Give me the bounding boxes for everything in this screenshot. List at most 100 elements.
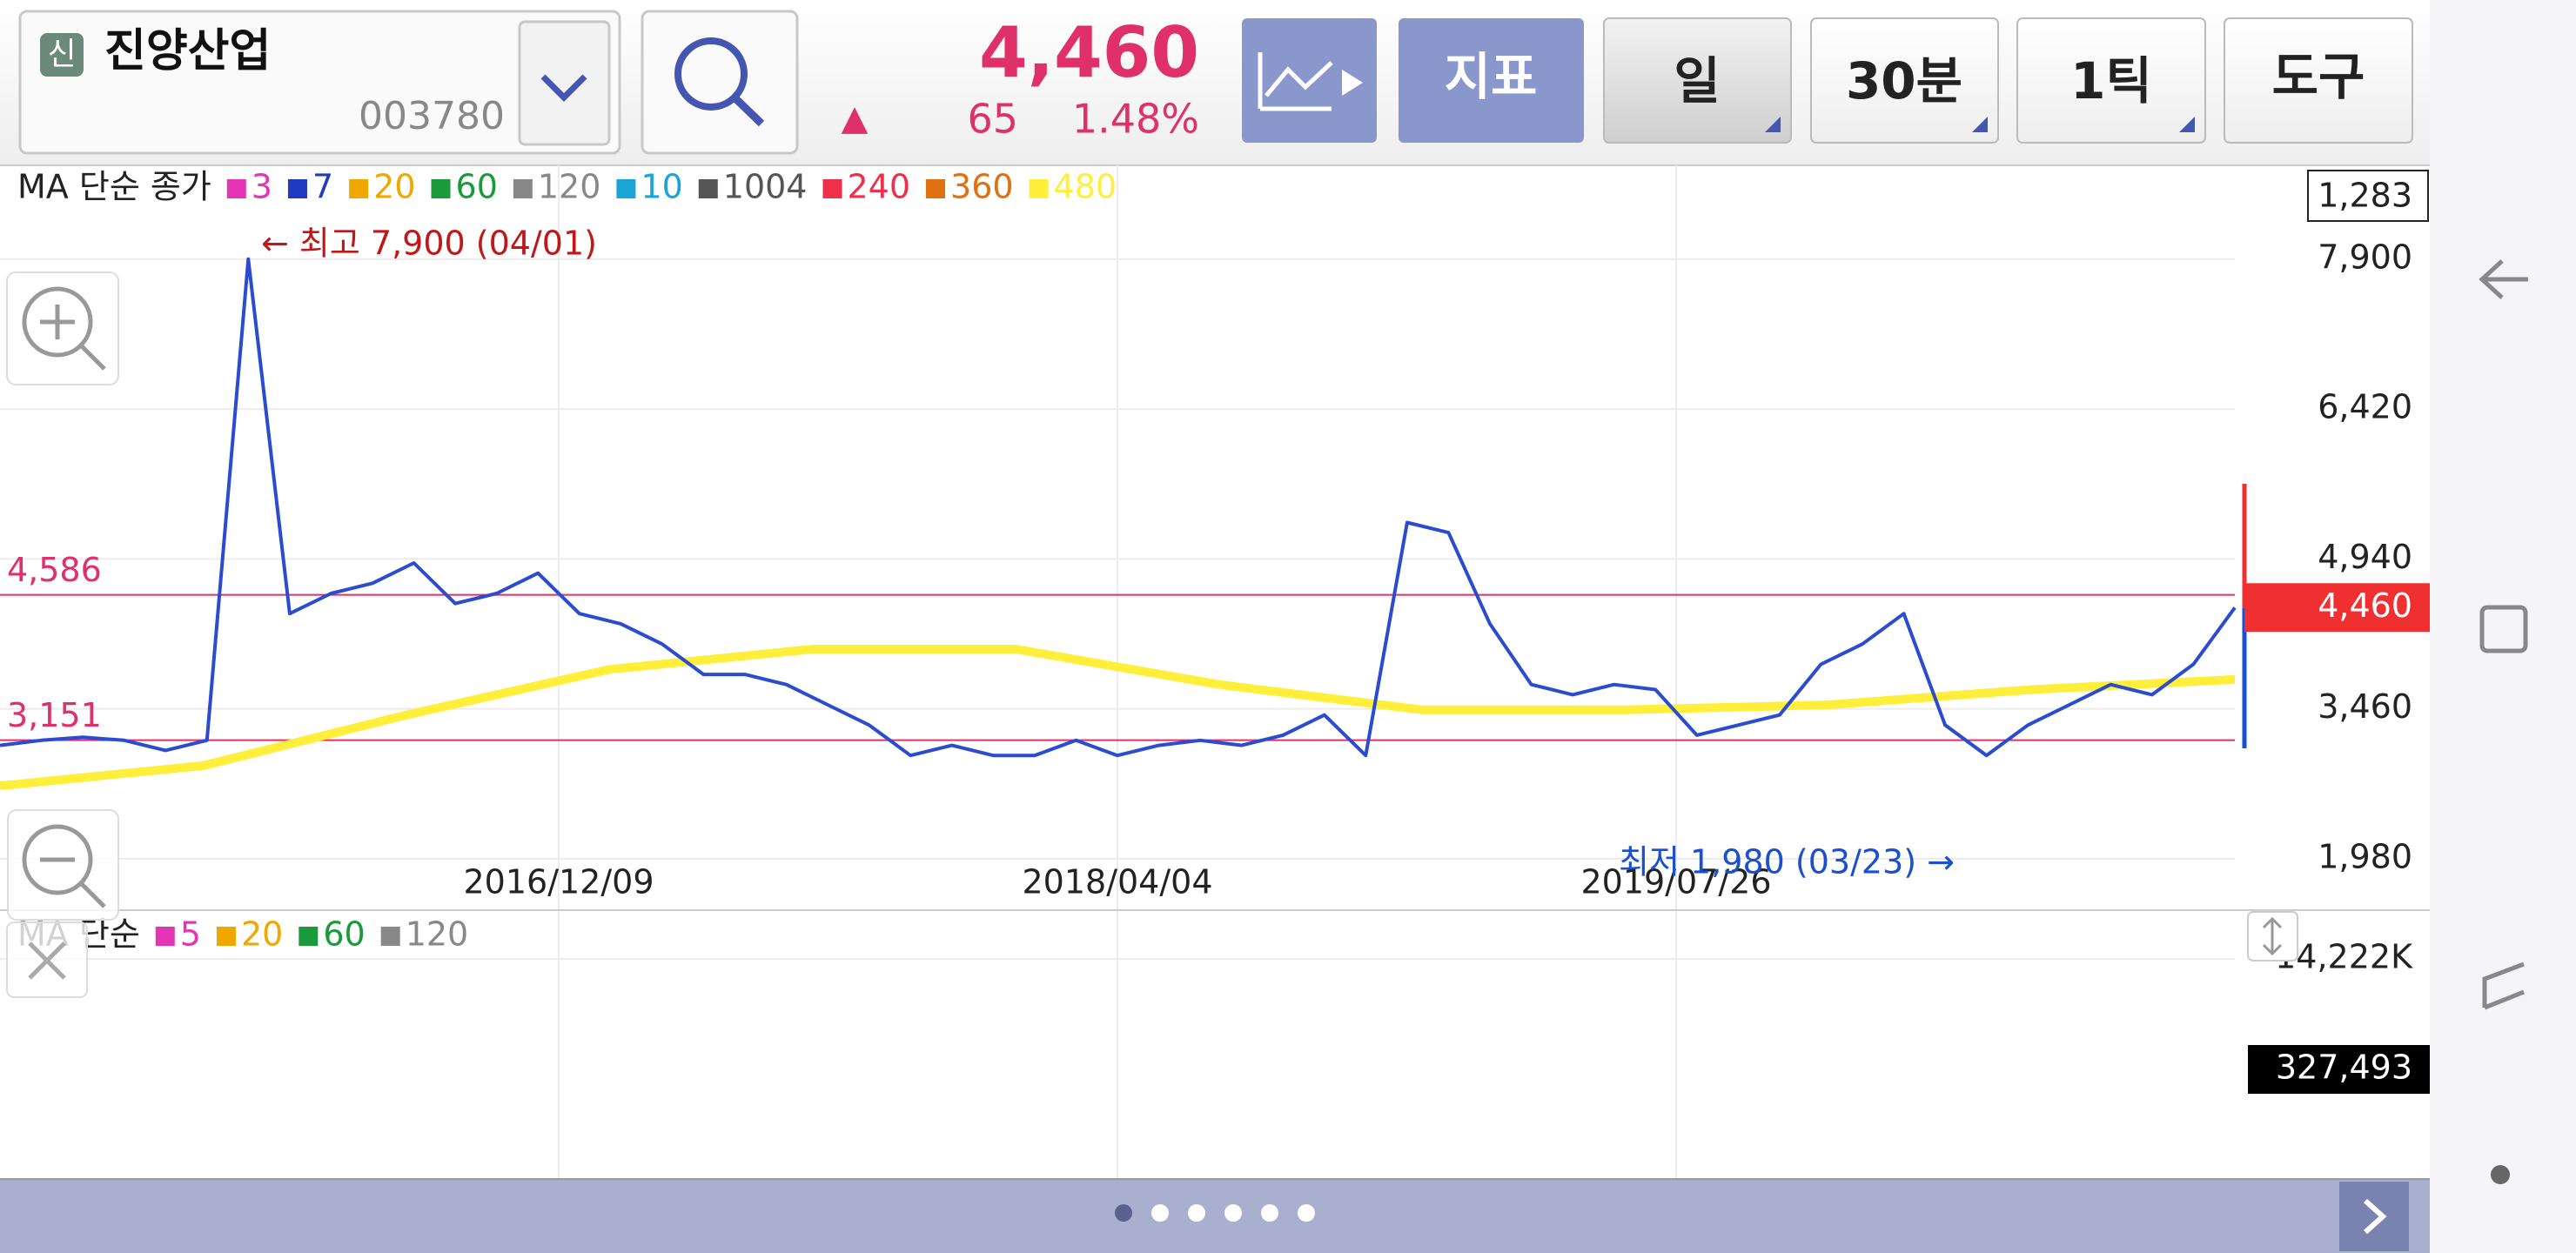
chevron-icon — [540, 74, 587, 102]
legend-swatch — [226, 179, 246, 198]
legend-label: 20 — [373, 168, 415, 206]
y-tick-label: 4,940 — [2318, 538, 2412, 576]
legend-label: 360 — [950, 168, 1014, 206]
legend-label: 1004 — [723, 168, 808, 206]
price-chart: 2016/12/09 2018/04/04 2019/07/26 1,980 3,460… — [0, 165, 2430, 1180]
nav-bar — [2430, 0, 2576, 1253]
legend-label: 480 — [1054, 168, 1117, 206]
ma480-line — [0, 645, 2236, 791]
indicator-button[interactable] — [1399, 18, 1584, 143]
stock-name: 진양산업 — [104, 25, 271, 77]
dropdown-button[interactable] — [518, 20, 611, 146]
current-label: 4,460 — [2318, 586, 2412, 625]
page-dot[interactable] — [1261, 1204, 1278, 1222]
legend-swatch — [431, 179, 451, 198]
search-icon — [732, 95, 765, 127]
button-label: 일 — [1674, 51, 1720, 111]
y-tick-label: 3,460 — [2318, 687, 2412, 726]
zoom-icon — [22, 824, 93, 895]
next-button[interactable] — [2339, 1182, 2409, 1251]
button-label: 도구 — [2272, 47, 2365, 106]
button-label: 30분 — [1846, 51, 1962, 111]
legend-swatch — [616, 179, 636, 198]
back-button[interactable] — [2479, 259, 2528, 299]
page-dot[interactable] — [1151, 1204, 1169, 1222]
x-tick-label: 2019/07/26 — [1580, 863, 1771, 901]
legend-label: 7 — [312, 168, 333, 206]
x-tick-label: 2018/04/04 — [1022, 863, 1212, 901]
search-icon — [674, 37, 748, 111]
x-tick-label: 2016/12/09 — [463, 863, 654, 901]
legend-swatch — [349, 179, 369, 198]
chart-icon — [1258, 52, 1333, 111]
recent-button[interactable] — [2482, 962, 2525, 1010]
legend-swatch — [513, 179, 533, 198]
legend-label: 120 — [538, 168, 601, 206]
scale-box — [2307, 170, 2429, 222]
extra-dot[interactable] — [2491, 1165, 2510, 1184]
y-tick-label: 7,900 — [2318, 238, 2412, 276]
legend-swatch — [155, 927, 175, 946]
close-icon — [28, 941, 66, 980]
button-label: 지표 — [1445, 47, 1538, 106]
resize-icon — [2262, 916, 2283, 956]
zoom-icon — [40, 857, 106, 908]
legend-label: 240 — [847, 168, 910, 206]
corner-mark — [1765, 117, 1781, 132]
zoom-icon — [40, 305, 106, 371]
home-button[interactable] — [2479, 605, 2528, 653]
legend-swatch — [698, 179, 718, 198]
reference-label: 4,586 — [7, 551, 102, 589]
corner-mark — [1972, 117, 1988, 132]
current-price: 4,460 — [979, 12, 1199, 93]
corner-mark — [2179, 117, 2195, 132]
stock-code: 003780 — [359, 94, 505, 138]
legend-swatch — [216, 927, 236, 946]
legend-label: 60 — [456, 168, 498, 206]
legend-swatch — [380, 927, 400, 946]
page-dot[interactable] — [1298, 1204, 1315, 1222]
legend-label: 5 — [180, 915, 201, 954]
volume-tag — [2248, 1045, 2430, 1094]
period-button[interactable] — [1603, 17, 1792, 144]
page-dot[interactable] — [1224, 1204, 1242, 1222]
legend-swatch — [822, 179, 842, 198]
tools-button[interactable] — [2224, 17, 2413, 144]
change: 65 — [967, 96, 1018, 143]
y-tick-label: 1,980 — [2318, 837, 2412, 875]
change-arrow: ▲ — [842, 98, 869, 138]
change-pct: 1.48% — [1072, 96, 1199, 143]
button-label: 1틱 — [2070, 51, 2152, 111]
price-line — [0, 257, 2237, 758]
tick-button[interactable] — [2016, 17, 2206, 144]
next-icon — [2363, 1198, 2387, 1235]
page-dot[interactable] — [1188, 1204, 1205, 1222]
low-annotation: 최저 1,980 (03/23) → — [1619, 843, 1955, 881]
badge-bg — [40, 33, 84, 77]
chart-icon — [1342, 70, 1363, 96]
bottom-bar — [0, 1180, 2430, 1253]
scale-label: 1,283 — [2318, 177, 2412, 215]
minute-button[interactable] — [1810, 17, 1999, 144]
legend-swatch — [926, 179, 946, 198]
legend-label: 120 — [406, 915, 469, 954]
page-dot[interactable] — [1115, 1204, 1132, 1222]
legend-label: 60 — [323, 915, 365, 954]
legend-label: 20 — [241, 915, 283, 954]
reference-label: 3,151 — [7, 696, 102, 734]
legend-swatch — [299, 927, 319, 946]
legend-label: 10 — [641, 168, 682, 206]
legend-swatch — [1029, 179, 1049, 198]
y-tick-label: 6,420 — [2318, 388, 2412, 426]
legend-title: MA 단순 종가 — [17, 168, 211, 206]
stock-box[interactable] — [18, 10, 621, 155]
high-annotation: ← 최고 7,900 (04/01) — [261, 224, 597, 262]
legend-swatch — [287, 179, 307, 198]
volume-current-label: 327,493 — [2276, 1049, 2412, 1087]
search-button[interactable] — [641, 10, 799, 155]
zoom-icon — [22, 286, 93, 358]
badge: 신 — [47, 37, 76, 72]
current-tag — [2244, 583, 2430, 633]
